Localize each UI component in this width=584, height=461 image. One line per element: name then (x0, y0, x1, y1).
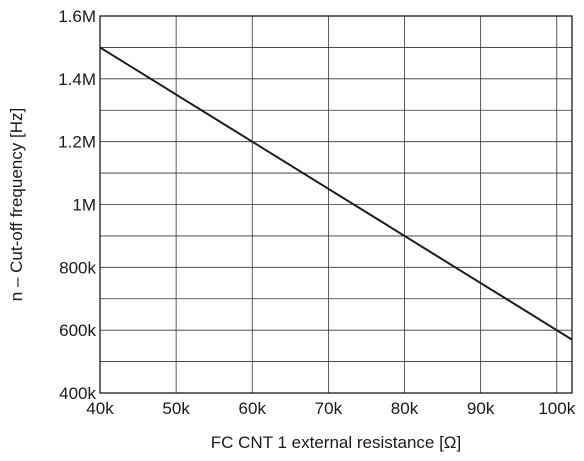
series-layer (99, 46, 573, 341)
x-tick-label: 70k (315, 399, 343, 418)
y-tick-label: 1.4M (58, 70, 96, 89)
y-tick-label: 800k (59, 258, 96, 277)
y-tick-label: 600k (59, 321, 96, 340)
y-axis-label: n – Cut-off frequency [Hz] (7, 108, 26, 301)
series-line (99, 46, 573, 341)
x-axis-label: FC CNT 1 external resistance [Ω] (211, 433, 461, 452)
x-tick-label: 80k (391, 399, 419, 418)
plot-frame (99, 15, 573, 394)
x-tick-label: 60k (239, 399, 267, 418)
x-tick-label: 40k (86, 399, 114, 418)
x-tick-label: 90k (467, 399, 495, 418)
x-tick-label: 50k (162, 399, 190, 418)
x-tick-label: 100k (538, 399, 575, 418)
y-tick-label: 1.6M (58, 7, 96, 26)
y-tick-label: 400k (59, 384, 96, 403)
y-tick-labels: 400k 600k 800k 1M 1.2M 1.4M 1.6M (58, 7, 96, 403)
y-tick-label: 1M (72, 196, 96, 215)
grid-lines (100, 16, 572, 393)
y-tick-label: 1.2M (58, 133, 96, 152)
x-tick-labels: 40k 50k 60k 70k 80k 90k 100k (86, 399, 575, 418)
